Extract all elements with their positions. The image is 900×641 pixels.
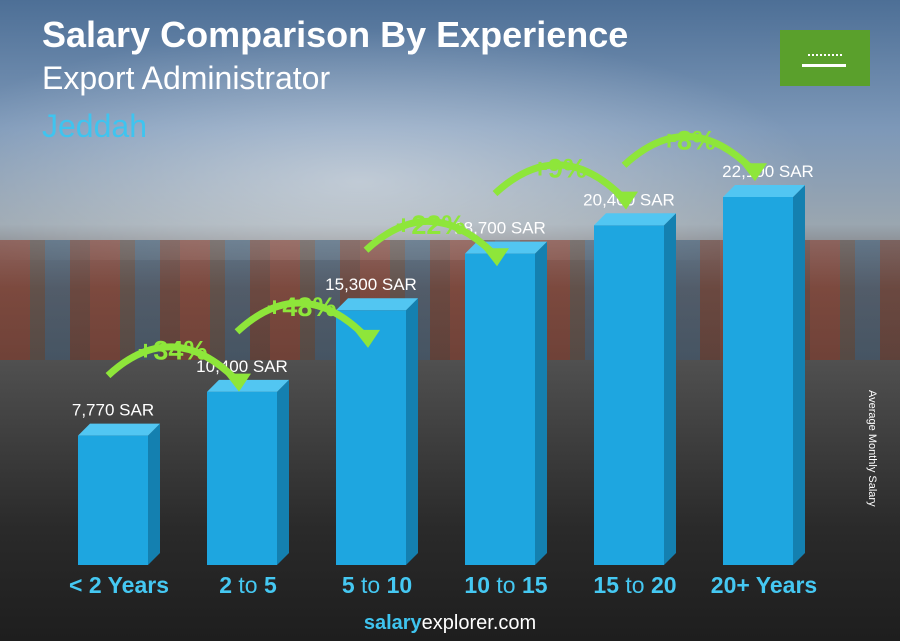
arrow-head [225,373,251,392]
bar [207,391,277,565]
bar-top [78,423,160,436]
bar-top [336,298,418,311]
value-label: 15,300 SAR [325,275,417,294]
bar-top [207,379,289,392]
x-tick-label: 5 to 10 [342,572,412,598]
chart-title: Salary Comparison By Experience [42,14,629,55]
bar [594,225,664,566]
bar-side [664,213,676,566]
city: Jeddah [42,108,147,144]
x-tick-label: 2 to 5 [219,572,277,598]
bar-top [723,185,805,197]
bar [78,435,148,565]
brand-domain: .com [492,612,537,634]
value-label: 7,770 SAR [72,401,154,420]
arrow-head [483,248,509,267]
job-title: Export Administrator [42,60,331,96]
bar-top [594,213,676,226]
x-tick-label: < 2 Years [69,572,169,598]
brand-bold: salary [363,612,422,634]
bar-side [148,423,160,565]
bar-side [406,298,418,565]
brand-rest: explorer [421,612,493,634]
bar [465,253,535,565]
bar [723,197,793,565]
increase-label: +22% [396,210,466,240]
increase-label: +8% [661,125,716,155]
increase-label: +48% [267,292,337,322]
bar-side [277,379,289,565]
saudi-arabia-flag-icon [780,30,870,86]
value-label: 18,700 SAR [454,219,546,238]
value-label: 22,100 SAR [722,162,814,181]
x-tick-label: 15 to 20 [593,572,676,598]
arrow-head [741,163,767,182]
x-tick-label: 20+ Years [711,572,817,598]
x-tick-label: 10 to 15 [464,572,547,598]
bar [336,310,406,565]
increase-arrow [363,217,498,258]
increase-arrow [621,133,756,173]
increase-label: +9% [532,154,587,184]
arrow-head [354,329,380,348]
arrow-head [612,191,638,210]
increase-arrow [234,299,369,340]
bar-side [535,241,547,565]
footer-brand[interactable]: salaryexplorer.com [0,612,900,635]
bar-side [793,185,805,565]
increase-label: +34% [138,336,208,366]
increase-arrow [492,161,627,202]
increase-arrow [105,343,240,384]
